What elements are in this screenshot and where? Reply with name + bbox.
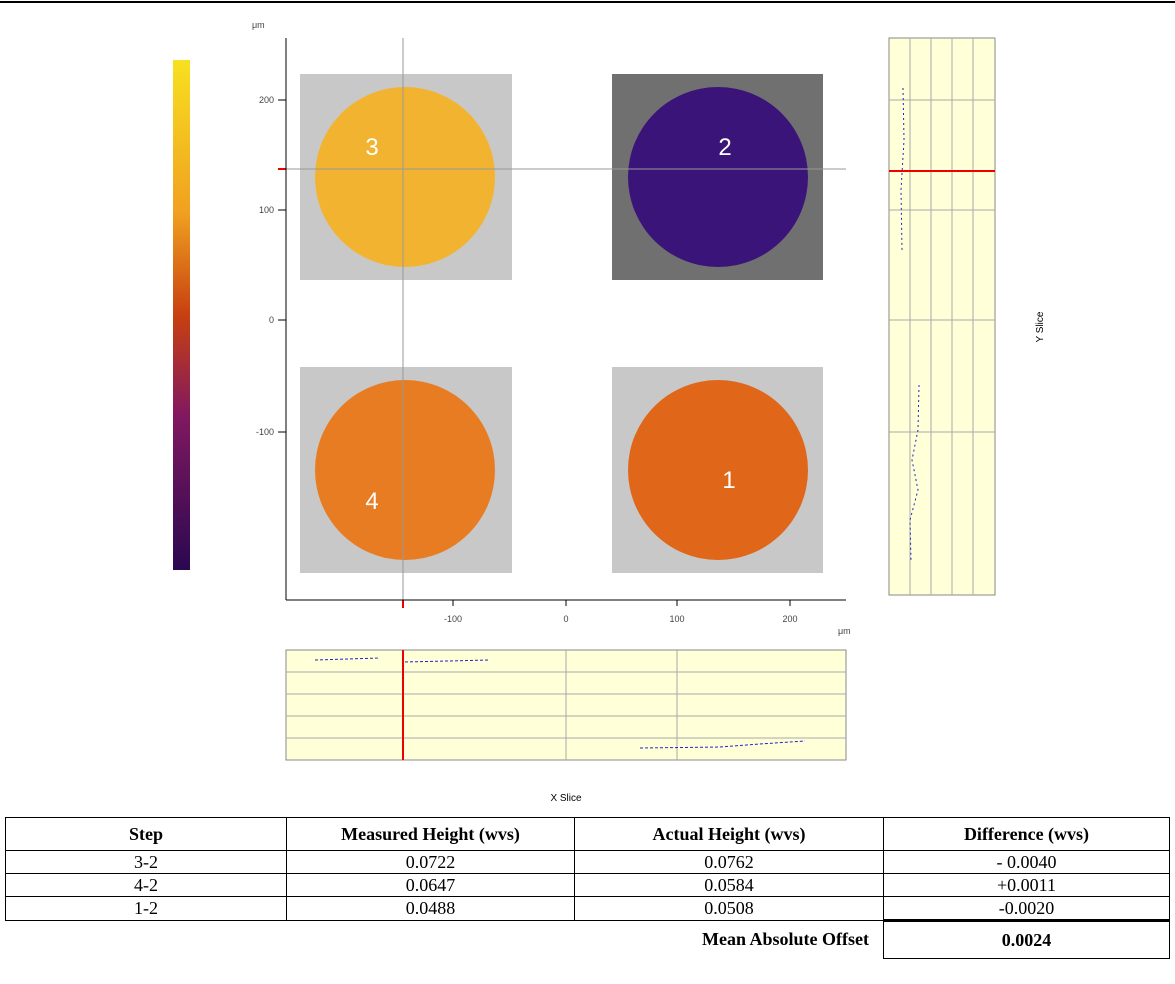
y-slice-plot [889, 38, 995, 595]
table-cell: -0.0020 [884, 897, 1170, 921]
summary-value: 0.0024 [884, 921, 1170, 959]
spot [628, 380, 808, 560]
page: 3 2 4 1 μm 200 100 0 -100 -100 0 100 200… [0, 0, 1175, 984]
table-cell: - 0.0040 [884, 851, 1170, 874]
spot-label: 2 [718, 134, 731, 161]
spot [315, 87, 495, 267]
y-tick-label: 200 [259, 95, 274, 105]
header-cell: Step [6, 818, 287, 851]
axis-unit: μm [252, 20, 265, 30]
header-cell: Measured Height (wvs) [287, 818, 575, 851]
axis-unit: μm [838, 626, 851, 636]
table-cell: 0.0647 [287, 874, 575, 897]
x-tick-label: 0 [563, 614, 568, 624]
y-tick-label: 0 [269, 315, 274, 325]
table-cell: 0.0488 [287, 897, 575, 921]
y-tick-label: -100 [256, 427, 274, 437]
axis-title: X Slice [550, 793, 582, 804]
table-cell: 4-2 [6, 874, 287, 897]
table-cell: 0.0508 [575, 897, 884, 921]
y-tick-label: 100 [259, 205, 274, 215]
results-table: Step Measured Height (wvs) Actual Height… [5, 817, 1170, 959]
header-cell: Actual Height (wvs) [575, 818, 884, 851]
table-cell: 0.0722 [287, 851, 575, 874]
colorbar [173, 60, 190, 570]
summary-label: Mean Absolute Offset [575, 921, 884, 959]
summary-row: Mean Absolute Offset 0.0024 [6, 921, 1170, 959]
header-row: Step Measured Height (wvs) Actual Height… [6, 818, 1170, 851]
table-cell: 1-2 [6, 897, 287, 921]
x-tick-label: 200 [782, 614, 797, 624]
spot-label: 1 [722, 467, 735, 494]
spot [315, 380, 495, 560]
table-cell: 0.0762 [575, 851, 884, 874]
x-tick-label: 100 [669, 614, 684, 624]
table-cell: 3-2 [6, 851, 287, 874]
spot-label: 4 [365, 488, 378, 515]
spot-label: 3 [365, 134, 378, 161]
figure: 3 2 4 1 μm 200 100 0 -100 -100 0 100 200… [0, 0, 1175, 815]
table-cell: 0.0584 [575, 874, 884, 897]
spot [628, 87, 808, 267]
axis-title: Y Slice [1035, 311, 1046, 342]
table-cell: +0.0011 [884, 874, 1170, 897]
x-tick-label: -100 [444, 614, 462, 624]
header-cell: Difference (wvs) [884, 818, 1170, 851]
